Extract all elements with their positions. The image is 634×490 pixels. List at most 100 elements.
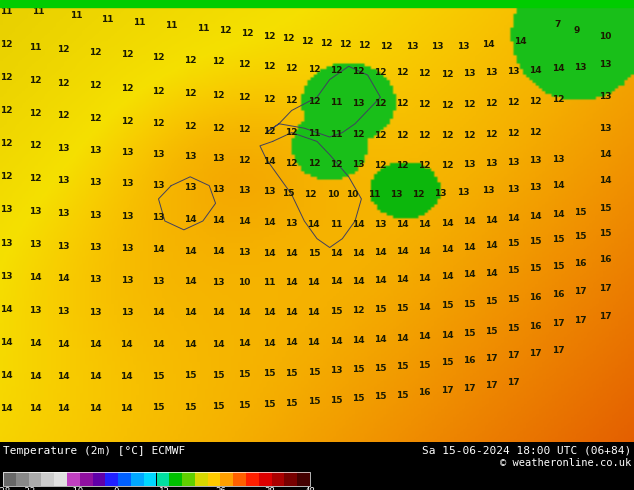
Text: 12: 12 (358, 41, 371, 50)
Text: 12: 12 (29, 109, 41, 118)
Text: 14: 14 (0, 305, 13, 314)
Text: 12: 12 (212, 91, 225, 100)
Text: 13: 13 (29, 240, 41, 249)
Text: 15: 15 (599, 204, 612, 213)
Text: 15: 15 (574, 232, 586, 242)
Text: 12: 12 (57, 111, 70, 121)
Text: 12: 12 (219, 26, 231, 35)
Text: 12: 12 (159, 487, 170, 490)
Text: 13: 13 (89, 308, 101, 317)
Text: 12: 12 (552, 96, 564, 104)
Text: 12: 12 (238, 93, 250, 102)
Text: 12: 12 (330, 160, 342, 169)
Text: 13: 13 (89, 146, 101, 155)
Text: 14: 14 (29, 273, 41, 282)
Text: 14: 14 (307, 220, 320, 229)
Text: 12: 12 (212, 123, 225, 133)
Text: 14: 14 (89, 404, 101, 414)
Text: 14: 14 (441, 272, 453, 281)
Text: 10: 10 (238, 278, 250, 287)
Text: 15: 15 (330, 396, 342, 405)
Text: 12: 12 (507, 129, 520, 138)
Text: 14: 14 (396, 220, 409, 229)
Text: 14: 14 (238, 308, 250, 318)
Bar (41, 472, 54, 486)
Text: 14: 14 (330, 337, 342, 346)
Text: 15: 15 (552, 235, 564, 244)
Text: -28: -28 (0, 487, 11, 490)
Text: 14: 14 (57, 372, 70, 381)
Text: 12: 12 (301, 37, 314, 46)
Text: 13: 13 (184, 183, 197, 192)
Text: 15: 15 (507, 295, 520, 304)
Text: 14: 14 (263, 218, 276, 227)
Text: 14: 14 (396, 275, 409, 284)
Text: 14: 14 (212, 340, 225, 349)
Text: 13: 13 (120, 245, 133, 253)
Text: 12: 12 (412, 190, 425, 199)
Text: 15: 15 (374, 364, 387, 373)
Text: 14: 14 (441, 245, 453, 254)
Text: 16: 16 (574, 259, 586, 268)
Text: 15: 15 (507, 324, 520, 333)
Text: 13: 13 (152, 150, 165, 159)
Text: 14: 14 (599, 150, 612, 159)
Text: 12: 12 (120, 84, 133, 93)
Text: 13: 13 (529, 183, 542, 193)
Text: 26: 26 (216, 487, 226, 490)
Text: 16: 16 (463, 356, 476, 365)
Text: 13: 13 (599, 123, 612, 133)
Text: 12: 12 (89, 114, 101, 123)
Text: 15: 15 (330, 307, 342, 316)
Text: 13: 13 (212, 154, 225, 163)
Text: 15: 15 (374, 305, 387, 314)
Text: 12: 12 (418, 161, 431, 170)
Text: 12: 12 (529, 128, 542, 137)
Bar (118, 472, 131, 486)
Text: 14: 14 (529, 66, 542, 75)
Text: 0: 0 (113, 487, 119, 490)
Text: 14: 14 (396, 334, 409, 343)
Text: 14: 14 (463, 270, 476, 279)
Bar (3, 472, 16, 486)
Text: 13: 13 (152, 214, 165, 222)
Text: 15: 15 (307, 397, 320, 406)
Text: 12: 12 (152, 53, 165, 62)
Text: 15: 15 (485, 326, 498, 336)
Text: 11: 11 (330, 220, 342, 229)
Text: 14: 14 (57, 340, 70, 349)
Text: 14: 14 (238, 340, 250, 348)
Text: 14: 14 (184, 215, 197, 224)
Text: 12: 12 (29, 174, 41, 183)
Text: 13: 13 (463, 69, 476, 78)
Text: 11: 11 (368, 191, 380, 199)
Bar (3, 472, 310, 486)
Bar (67, 472, 80, 486)
Text: 11: 11 (330, 130, 342, 139)
Text: 13: 13 (0, 205, 13, 215)
Text: 14: 14 (238, 218, 250, 226)
Text: 13: 13 (352, 160, 365, 170)
Text: 15: 15 (463, 299, 476, 309)
Text: 16: 16 (418, 389, 431, 397)
Text: 12: 12 (89, 81, 101, 90)
Text: 12: 12 (307, 159, 320, 169)
Text: 14: 14 (482, 40, 495, 49)
Text: 11: 11 (70, 11, 82, 20)
Text: 14: 14 (152, 340, 165, 349)
Text: 13: 13 (330, 367, 342, 375)
Text: 10: 10 (327, 190, 339, 199)
Text: 12: 12 (339, 40, 352, 49)
Text: 12: 12 (238, 125, 250, 134)
Text: 14: 14 (120, 372, 133, 381)
Text: 14: 14 (599, 176, 612, 185)
Text: 12: 12 (285, 64, 298, 73)
Text: 17: 17 (599, 312, 612, 321)
Text: 13: 13 (29, 306, 41, 315)
Text: 13: 13 (120, 308, 133, 317)
Text: 13: 13 (89, 177, 101, 187)
Text: 17: 17 (485, 381, 498, 390)
Text: 15: 15 (184, 371, 197, 380)
Text: 14: 14 (285, 278, 298, 287)
Text: 12: 12 (57, 46, 70, 54)
